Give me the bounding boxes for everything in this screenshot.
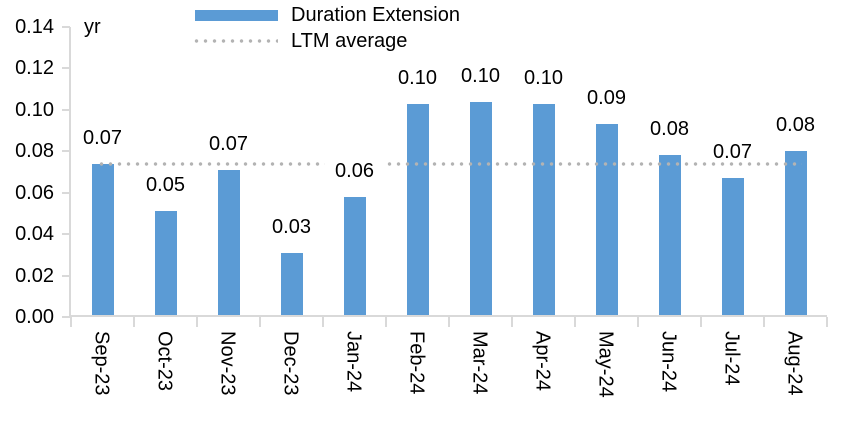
bar-mar-24: [469, 101, 492, 317]
x-axis-label-may-24: May-24: [595, 331, 617, 398]
bar-sep-23: [91, 163, 114, 317]
bar-oct-23: [154, 211, 177, 317]
x-axis-tick-mark: [322, 317, 324, 327]
bar-value-label-dec-23: 0.03: [261, 216, 322, 237]
bar-value-label-nov-23: 0.07: [198, 133, 259, 154]
x-axis-label-dec-23: Dec-23: [280, 331, 302, 395]
x-axis-label-text: Aug-24: [783, 331, 806, 396]
y-axis-tick-label: 0.10: [15, 98, 54, 121]
bar-value-label-oct-23: 0.05: [135, 175, 196, 196]
y-axis-tick-label: 0.04: [15, 223, 54, 246]
y-axis-tick-label: 0.08: [15, 140, 54, 163]
bar-jun-24: [658, 155, 681, 317]
x-axis-label-text: Sep-23: [90, 331, 113, 396]
x-axis-tick-mark: [826, 317, 828, 327]
y-axis-tick-mark: [62, 67, 70, 70]
x-axis-tick-mark: [448, 317, 450, 327]
bar-apr-24: [532, 103, 555, 317]
y-axis-tick-label: 0.02: [15, 264, 54, 287]
x-axis-tick-mark: [511, 317, 513, 327]
y-axis-tick-mark: [62, 274, 70, 277]
bar-value-label-may-24: 0.09: [576, 88, 637, 109]
bar-value-label-mar-24: 0.10: [450, 65, 511, 86]
bar-nov-23: [217, 169, 240, 317]
bar-dec-23: [280, 252, 303, 317]
x-axis-label-text: Feb-24: [405, 331, 428, 395]
x-axis-label-mar-24: Mar-24: [469, 331, 491, 394]
x-axis-label-sep-23: Sep-23: [91, 331, 113, 396]
legend-bar-swatch: [195, 10, 278, 21]
x-axis-tick-mark: [70, 317, 72, 327]
y-axis-tick-label: 0.00: [15, 306, 54, 328]
y-axis-tick-mark: [62, 191, 70, 194]
x-axis-label-jul-24: Jul-24: [721, 331, 743, 385]
x-axis-tick-mark: [259, 317, 261, 327]
x-axis-tick-mark: [385, 317, 387, 327]
x-axis-label-apr-24: Apr-24: [532, 331, 554, 391]
x-axis-tick-mark: [196, 317, 198, 327]
x-axis-label-jun-24: Jun-24: [658, 331, 680, 392]
x-axis-label-text: Mar-24: [468, 331, 491, 395]
ltm-average-line: [96, 161, 802, 166]
legend-label-ltm-average: LTM average: [291, 30, 408, 52]
y-axis-tick-label: 0.14: [15, 16, 54, 38]
bar-value-label-apr-24: 0.10: [513, 67, 574, 88]
x-axis-label-text: Nov-23: [216, 331, 239, 396]
y-axis-tick-label: 0.12: [15, 57, 54, 80]
x-axis-label-text: Oct-23: [153, 331, 176, 392]
bar-value-label-jul-24: 0.07: [702, 142, 763, 163]
x-axis-tick-mark: [133, 317, 135, 327]
legend-label-duration-extension: Duration Extension: [291, 4, 460, 26]
x-axis-label-text: Jun-24: [657, 331, 680, 393]
bar-jul-24: [721, 178, 744, 317]
bar-feb-24: [406, 103, 429, 317]
x-axis-label-nov-23: Nov-23: [217, 331, 239, 395]
y-axis-unit-label: yr: [84, 16, 101, 38]
y-axis-tick-mark: [62, 316, 70, 318]
y-axis-tick-label: 0.06: [15, 181, 54, 204]
bar-may-24: [595, 124, 618, 317]
y-axis-tick-mark: [62, 233, 70, 236]
x-axis-tick-mark: [763, 317, 765, 327]
bar-value-label-sep-23: 0.07: [72, 127, 133, 148]
plot-area: [69, 27, 827, 317]
x-axis-tick-mark: [574, 317, 576, 327]
x-axis-label-oct-23: Oct-23: [154, 331, 176, 391]
bar-value-label-feb-24: 0.10: [387, 67, 448, 88]
x-axis-label-jan-24: Jan-24: [343, 331, 365, 392]
x-axis-tick-mark: [700, 317, 702, 327]
y-axis-tick-mark: [62, 26, 70, 28]
x-axis-label-text: Jan-24: [342, 331, 365, 393]
y-axis-tick-mark: [62, 108, 70, 111]
x-axis-label-feb-24: Feb-24: [406, 331, 428, 394]
bar-value-label-jun-24: 0.08: [639, 119, 700, 140]
bar-value-label-jan-24: 0.06: [324, 160, 385, 181]
x-axis-label-aug-24: Aug-24: [784, 331, 806, 396]
bar-value-label-aug-24: 0.08: [765, 115, 826, 136]
x-axis-label-text: May-24: [594, 331, 617, 398]
y-axis-tick-mark: [62, 150, 70, 153]
x-axis-label-text: Apr-24: [531, 331, 554, 392]
x-axis-tick-mark: [637, 317, 639, 327]
bar-jan-24: [343, 196, 366, 317]
x-axis-label-text: Dec-23: [279, 331, 302, 396]
bar-aug-24: [784, 151, 807, 317]
x-axis-label-text: Jul-24: [720, 331, 743, 386]
legend-dotted-line-swatch: [192, 39, 278, 43]
